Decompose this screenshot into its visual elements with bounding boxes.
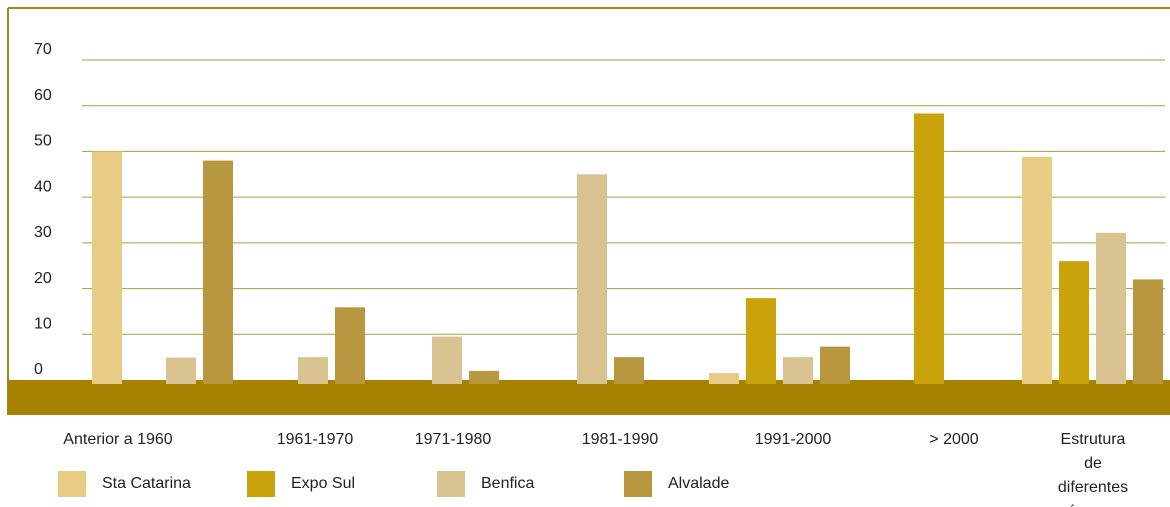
- bar: [203, 160, 233, 384]
- legend-label: Sta Catarina: [102, 475, 191, 492]
- bar: [709, 373, 739, 384]
- bar: [1059, 261, 1089, 384]
- y-tick-label: 20: [34, 270, 52, 287]
- bar: [335, 307, 365, 384]
- bar: [469, 370, 499, 384]
- bar: [92, 151, 122, 384]
- x-tick-label: > 2000: [929, 431, 979, 448]
- bar: [1096, 232, 1126, 384]
- bar: [746, 298, 776, 384]
- x-tick-label: 1981-1990: [581, 431, 659, 448]
- x-tick-label: 1971-1980: [414, 431, 492, 448]
- legend-swatch: [247, 471, 275, 497]
- bar: [298, 357, 328, 384]
- y-tick-label: 40: [34, 178, 52, 195]
- base-band: [8, 380, 1170, 415]
- y-tick-label: 0: [34, 361, 43, 378]
- bar: [1133, 279, 1163, 384]
- y-tick-label: 70: [34, 41, 52, 58]
- bar: [783, 357, 813, 384]
- legend-label: Alvalade: [668, 475, 729, 492]
- bar: [432, 336, 462, 384]
- legend-swatch: [437, 471, 465, 497]
- y-tick-label: 50: [34, 133, 52, 150]
- y-tick-label: 30: [34, 224, 52, 241]
- x-tick-label: Anterior a 1960: [63, 431, 173, 448]
- x-tick-label: 1991-2000: [754, 431, 832, 448]
- legend-label: Expo Sul: [291, 475, 355, 492]
- bar: [1022, 156, 1052, 384]
- legend-swatch: [58, 471, 86, 497]
- x-tick-label: 1961-1970: [276, 431, 354, 448]
- bar: [577, 174, 607, 384]
- bar: [914, 113, 944, 384]
- x-tick-label: Estrutura de diferentes épocas: [1057, 431, 1129, 507]
- bar: [614, 357, 644, 384]
- bar: [166, 357, 196, 384]
- y-tick-label: 60: [34, 87, 52, 104]
- legend-label: Benfica: [481, 475, 534, 492]
- y-tick-label: 10: [34, 316, 52, 333]
- legend-swatch: [624, 471, 652, 497]
- bar: [820, 346, 850, 384]
